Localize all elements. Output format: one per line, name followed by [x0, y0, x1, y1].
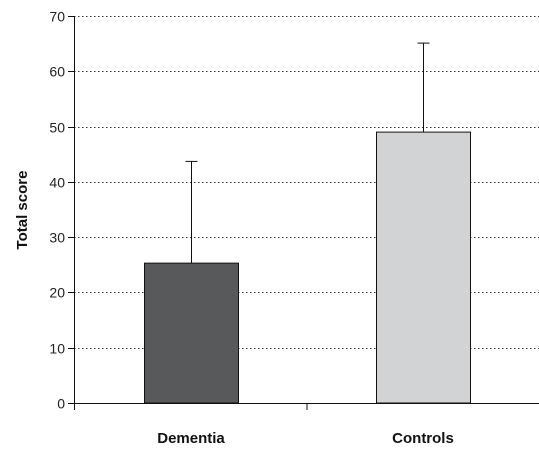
bar-dementia	[144, 262, 239, 404]
y-tick-label-40: 40	[49, 175, 65, 191]
y-tick-label-20: 20	[49, 285, 65, 301]
y-tick-label-10: 10	[49, 341, 65, 357]
y-axis-title: Total score	[14, 171, 31, 250]
bar-controls	[376, 131, 471, 404]
error-bars	[185, 42, 430, 264]
bars	[144, 131, 471, 404]
y-axis: 0 10 20 30 40 50 60 70	[49, 9, 75, 412]
y-tick-label-50: 50	[49, 120, 65, 136]
y-tick-label-0: 0	[57, 396, 65, 412]
category-label-dementia: Dementia	[157, 430, 225, 447]
y-tick-label-60: 60	[49, 64, 65, 80]
y-tick-label-30: 30	[49, 230, 65, 246]
x-axis: Dementia Controls	[74, 403, 539, 447]
category-label-controls: Controls	[392, 430, 454, 447]
y-tick-label-70: 70	[49, 9, 65, 25]
